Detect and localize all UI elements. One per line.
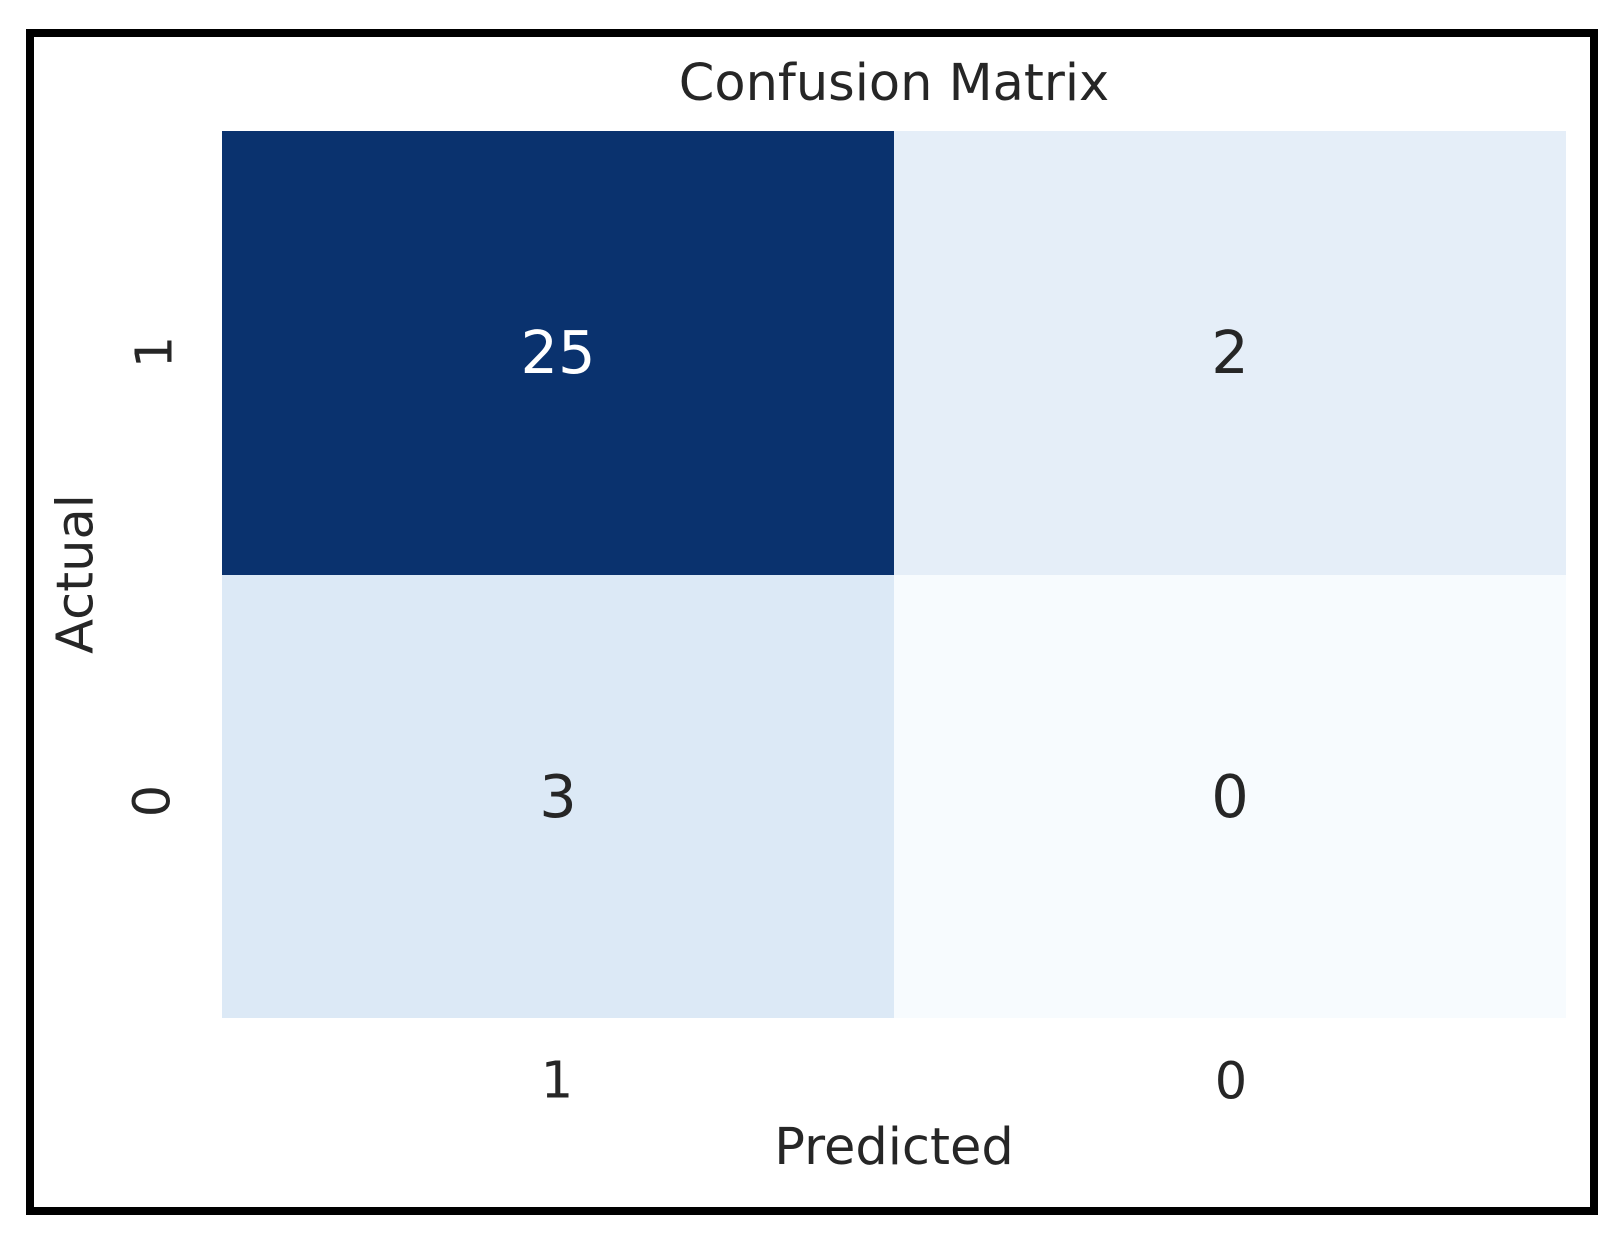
- cell-value-false-positive: 3: [539, 761, 577, 831]
- heatmap-grid: 25 2 3 0: [222, 131, 1566, 1018]
- y-axis-tick-0: 0: [123, 784, 183, 818]
- cell-value-true-positive: 25: [520, 318, 596, 388]
- cell-value-false-negative: 2: [1211, 318, 1249, 388]
- cell-value-true-negative: 0: [1211, 761, 1249, 831]
- x-axis-tick-1: 1: [540, 1051, 574, 1111]
- x-axis-label: Predicted: [774, 1118, 1014, 1177]
- cell-actual0-pred0: 0: [894, 574, 1566, 1018]
- chart-title: Confusion Matrix: [678, 54, 1110, 113]
- y-axis-tick-1: 1: [125, 335, 185, 369]
- y-axis-label: Actual: [46, 494, 106, 654]
- cell-actual0-pred1: 3: [222, 574, 894, 1018]
- cell-actual1-pred1: 25: [222, 131, 894, 575]
- x-axis-tick-0: 0: [1214, 1052, 1248, 1112]
- cell-actual1-pred0: 2: [894, 131, 1566, 575]
